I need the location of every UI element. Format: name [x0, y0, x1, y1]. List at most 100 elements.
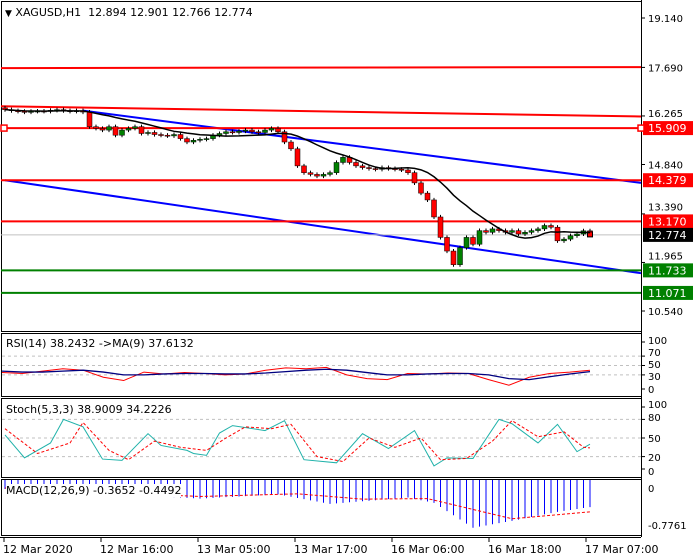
- candle: [158, 134, 164, 136]
- time-tick-label: 16 Mar 06:00: [391, 543, 464, 556]
- level-price-label: 11.733: [648, 264, 687, 277]
- candle: [372, 168, 379, 170]
- panel-border-0: [1, 1, 642, 332]
- candle: [541, 225, 548, 230]
- level-price-label: 12.774: [648, 229, 687, 242]
- candle: [177, 134, 184, 139]
- candle: [125, 128, 132, 131]
- ohlc-high: 12.901: [130, 6, 169, 19]
- stoch-tick-label: 20: [648, 453, 661, 464]
- stoch-tick-label: 80: [648, 413, 661, 424]
- ohlc-low: 12.766: [172, 6, 211, 19]
- candle: [242, 129, 249, 132]
- candle: [431, 199, 437, 218]
- level-price-tag: [643, 173, 693, 188]
- candle: [138, 126, 145, 134]
- candle: [288, 141, 294, 150]
- candle: [535, 228, 541, 231]
- price-tick-label: 14.840: [648, 161, 683, 172]
- candle: [106, 126, 112, 131]
- candle: [184, 138, 190, 143]
- channel-line-3: [4, 179, 642, 275]
- level-price-tag: [643, 214, 693, 229]
- rsi-tick-label: 30: [648, 372, 661, 383]
- candle: [275, 128, 281, 133]
- candle: [574, 233, 580, 236]
- candle: [515, 230, 522, 235]
- candle: [164, 134, 171, 137]
- candle: [463, 237, 470, 248]
- ohlc-close: 12.774: [214, 6, 253, 19]
- candle: [99, 128, 106, 131]
- macd-tick-label: -0.7761: [648, 521, 687, 532]
- symbol-label: XAGUSD,H1: [15, 6, 82, 19]
- price-tick-label: 10.540: [648, 307, 683, 318]
- rsi-label: RSI(14) 38.2432 ->MA(9) 37.6132: [6, 337, 194, 350]
- candle: [561, 238, 567, 242]
- level-price-label: 11.071: [648, 287, 687, 300]
- candle: [418, 182, 424, 194]
- triangle-down-icon[interactable]: ▼: [5, 9, 12, 19]
- resistance-line-0: [0, 66, 642, 70]
- candle: [457, 247, 463, 265]
- level-price-label: 14.379: [648, 174, 687, 187]
- level-handle: [0, 124, 8, 132]
- stoch-label: Stoch(5,3,3) 38.9009 34.2226: [6, 403, 172, 416]
- level-price-tag: [643, 227, 693, 242]
- candle: [112, 126, 119, 136]
- price-tick-label: 13.390: [648, 202, 683, 213]
- time-tick-label: 12 Mar 16:00: [100, 543, 173, 556]
- candle: [2, 107, 8, 110]
- macd-tick-label: 0: [648, 484, 654, 495]
- time-tick-label: 17 Mar 07:00: [585, 543, 658, 556]
- level-handle: [637, 124, 645, 132]
- candle: [249, 129, 255, 133]
- time-tick-label: 16 Mar 18:00: [488, 543, 561, 556]
- rsi-tick-label: 50: [648, 360, 661, 371]
- candle: [268, 128, 275, 131]
- moving-average-line: [4, 108, 591, 239]
- candle: [171, 134, 177, 137]
- time-tick-label: 12 Mar 2020: [3, 543, 73, 556]
- candle: [236, 130, 242, 133]
- candle: [320, 174, 327, 177]
- rsi-ma-line: [1, 368, 591, 381]
- rsi-line: [1, 366, 591, 386]
- candle: [333, 162, 340, 173]
- candle: [366, 167, 372, 169]
- candle: [340, 157, 346, 163]
- channel-line-2: [82, 109, 642, 184]
- candle: [450, 250, 457, 265]
- candle: [554, 226, 561, 242]
- level-price-tag: [643, 285, 693, 300]
- level-price-tag: [643, 263, 693, 278]
- rsi-tick-label: 70: [648, 348, 661, 359]
- chart-header: ▼ XAGUSD,H1 12.894 12.901 12.766 12.774: [5, 6, 253, 19]
- candle: [93, 126, 99, 129]
- candle: [353, 162, 359, 167]
- level-price-tag: [643, 121, 693, 136]
- candle: [411, 172, 418, 184]
- macd-label: MACD(12,26,9) -0.3652 -0.4492: [6, 484, 182, 497]
- time-tick-label: 13 Mar 05:00: [197, 543, 270, 556]
- candle: [229, 131, 236, 134]
- stoch-tick-label: 0: [648, 467, 654, 478]
- candle: [255, 131, 262, 134]
- price-tick-label: 19.140: [648, 14, 683, 25]
- candle: [190, 140, 197, 143]
- candle: [509, 230, 515, 233]
- candle: [444, 237, 450, 252]
- candle: [489, 228, 496, 233]
- candle: [470, 237, 476, 245]
- candle: [424, 192, 431, 201]
- candle: [476, 230, 483, 245]
- candle: [197, 139, 203, 141]
- candle: [203, 138, 210, 140]
- stoch-signal-line: [4, 420, 591, 463]
- ohlc-open: 12.894: [88, 6, 127, 19]
- candle: [483, 230, 489, 233]
- candle: [398, 169, 405, 171]
- candle: [405, 169, 411, 173]
- stoch-tick-label: 50: [648, 434, 661, 445]
